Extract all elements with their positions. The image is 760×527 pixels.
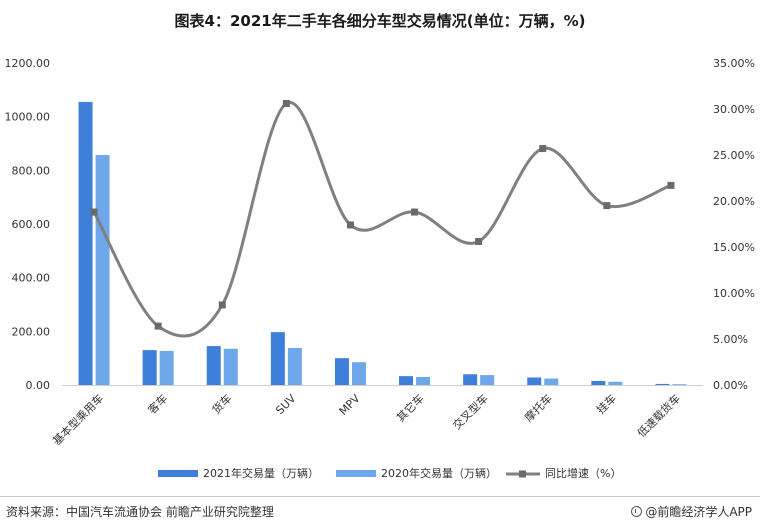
category-label: 其它车 (393, 391, 426, 424)
right-axis-tick-label: 15.00% (713, 241, 755, 254)
bar-2020 (480, 375, 495, 385)
category-label: 低速载货车 (634, 391, 683, 440)
growth-point (90, 208, 98, 216)
growth-point (667, 181, 675, 189)
right-axis-tick-label: 30.00% (713, 103, 755, 116)
brand-logo-icon (631, 506, 643, 517)
source-note: 资料来源：中国汽车流通协会 前瞻产业研究院整理 (6, 505, 274, 519)
growth-point (539, 145, 547, 153)
left-axis-tick-label: 800.00 (12, 164, 51, 177)
growth-point (346, 221, 354, 229)
category-label: 基本型乘用车 (50, 391, 107, 448)
right-axis-tick-label: 10.00% (713, 287, 755, 300)
bar-2020 (223, 348, 238, 385)
left-axis-tick-label: 1000.00 (5, 111, 51, 124)
chart-title: 图表4：2021年二手车各细分车型交易情况(单位：万辆，%) (174, 12, 586, 30)
bar-2021 (655, 383, 670, 385)
legend-label-2021: 2021年交易量（万辆） (203, 466, 319, 480)
chart-area: 1200.00 1000.00 800.00 600.00 400.00 200.00 0.… (5, 57, 755, 480)
bar-2020 (672, 384, 687, 385)
bar-2020 (416, 376, 431, 385)
right-axis-tick-label: 35.00% (713, 57, 755, 70)
bar-2020 (544, 378, 559, 385)
growth-point (475, 237, 483, 245)
category-label: 摩托车 (522, 391, 555, 424)
right-axis-tick-label: 25.00% (713, 149, 755, 162)
right-axis-tick-label: 0.00% (713, 379, 748, 392)
brand-text: @前瞻经济学人APP (645, 505, 752, 519)
bar-2021 (334, 358, 349, 385)
right-axis-tick-label: 20.00% (713, 195, 755, 208)
bar-2021 (527, 377, 542, 385)
bar-2020 (351, 362, 366, 385)
bar-2021 (270, 332, 285, 385)
growth-point (218, 301, 226, 309)
left-axis-tick-label: 0.00 (26, 379, 51, 392)
left-axis-tick-label: 400.00 (12, 272, 51, 285)
growth-line (92, 101, 672, 338)
left-axis-tick-label: 600.00 (12, 218, 51, 231)
growth-point (282, 99, 290, 107)
growth-point (154, 322, 162, 330)
bar-2020 (95, 155, 110, 385)
left-axis-tick-label: 200.00 (12, 325, 51, 338)
right-axis-tick-label: 5.00% (713, 333, 748, 346)
legend-label-2020: 2020年交易量（万辆） (381, 466, 497, 480)
category-label: MPV (337, 392, 363, 418)
growth-point (411, 208, 419, 216)
growth-point (603, 202, 611, 210)
bar-2021 (463, 374, 478, 385)
category-label: 货车 (209, 391, 234, 416)
legend-marker-growth (519, 470, 526, 478)
bar-2020 (287, 347, 302, 385)
legend-swatch-2021 (158, 470, 198, 477)
bar-2021 (399, 376, 414, 385)
legend-label-growth: 同比增速（%） (545, 466, 621, 480)
category-label: 挂车 (594, 391, 619, 416)
brand-credit: @前瞻经济学人APP (631, 503, 752, 520)
category-label: SUV (273, 392, 298, 417)
left-axis-tick-label: 1200.00 (5, 57, 51, 70)
bar-2020 (608, 381, 623, 385)
bar-2021 (591, 380, 606, 385)
footer: 资料来源：中国汽车流通协会 前瞻产业研究院整理 @前瞻经济学人APP (0, 496, 760, 527)
category-label: 客车 (145, 391, 170, 416)
bar-2020 (159, 350, 174, 385)
category-label: 交叉型车 (450, 391, 491, 432)
legend-swatch-2020 (336, 470, 376, 477)
bar-2021 (206, 346, 221, 385)
bar-2021 (78, 101, 93, 386)
bar-2021 (142, 350, 157, 385)
